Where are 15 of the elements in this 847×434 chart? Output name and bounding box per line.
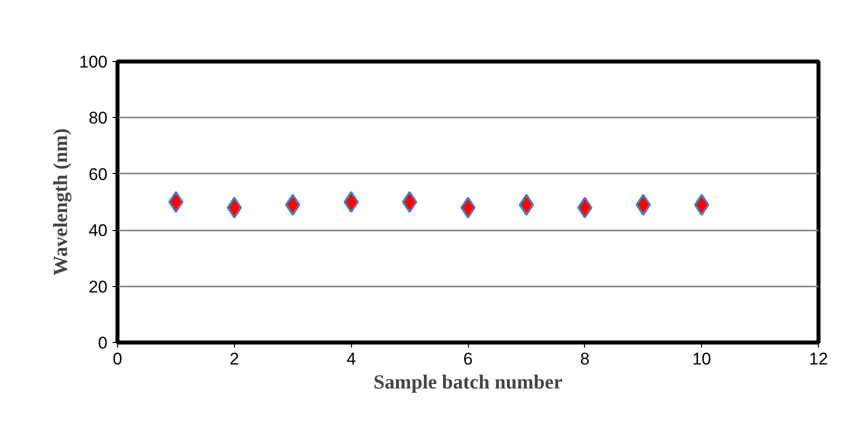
x-tick-label: 6 xyxy=(463,350,473,368)
x-tick-label: 12 xyxy=(809,350,828,368)
y-tick-label: 100 xyxy=(79,52,108,72)
y-tick-label: 60 xyxy=(88,164,108,184)
y-tick-label: 0 xyxy=(98,334,108,352)
x-tick-label: 10 xyxy=(692,350,712,368)
x-tick-label: 0 xyxy=(112,350,122,368)
x-tick-label: 2 xyxy=(230,350,240,368)
y-tick-label: 20 xyxy=(88,277,108,296)
x-axis-title: Sample batch number xyxy=(374,372,563,394)
x-tick-label: 8 xyxy=(580,350,590,368)
y-tick-label: 80 xyxy=(88,108,108,128)
y-axis-title: Wavelength (nm) xyxy=(50,128,72,276)
x-tick-label: 4 xyxy=(346,350,356,368)
y-tick-label: 40 xyxy=(88,221,108,240)
